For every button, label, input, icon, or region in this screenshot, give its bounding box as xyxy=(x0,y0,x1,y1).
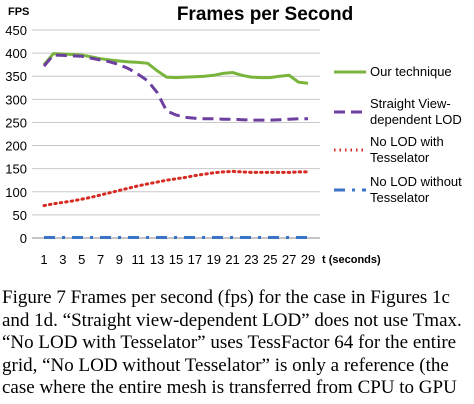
caption-line-2: and 1d. “Straight view-dependent LOD” do… xyxy=(2,309,462,331)
series-line-2 xyxy=(42,169,310,208)
legend-label: Our technique xyxy=(370,64,452,79)
series-line-1 xyxy=(42,53,308,122)
x-tick-label: 25 xyxy=(263,252,277,267)
x-tick-label: 17 xyxy=(188,252,202,267)
x-tick-label: 7 xyxy=(97,252,104,267)
chart-title: Frames per Second xyxy=(177,4,353,25)
y-tick-label: 350 xyxy=(5,69,27,84)
x-tick-label: 21 xyxy=(225,252,239,267)
data-series xyxy=(42,52,310,239)
legend: Our technique Straight View-dependent LOD… xyxy=(334,64,462,205)
x-tick-label: 19 xyxy=(206,252,220,267)
x-tick-label: 1 xyxy=(40,252,47,267)
caption-line-3: “No LOD with Tesselator” uses TessFactor… xyxy=(2,332,457,353)
x-tick-label: 11 xyxy=(132,252,146,267)
legend-label: No LOD without xyxy=(370,174,462,189)
x-tick-label: 23 xyxy=(244,252,258,267)
caption-line-5: case where the entire mesh is transferre… xyxy=(2,377,457,398)
x-tick-label: 9 xyxy=(116,252,123,267)
caption-line-1: Figure 7 Frames per second (fps) for the… xyxy=(2,287,450,308)
y-tick-label: 250 xyxy=(5,115,27,130)
x-tick-label: 5 xyxy=(78,252,85,267)
x-axis-label: t (seconds) xyxy=(322,254,381,266)
y-tick-labels: 0 50 100 150 200 250 300 350 400 450 xyxy=(5,23,27,246)
figure-caption: Figure 7 Frames per second (fps) for the… xyxy=(2,287,472,400)
x-tick-label: 13 xyxy=(150,252,164,267)
gridlines xyxy=(32,29,320,239)
x-tick-label: 29 xyxy=(301,252,315,267)
x-tick-label: 27 xyxy=(282,252,296,267)
legend-label: No LOD with xyxy=(370,134,444,149)
y-tick-label: 150 xyxy=(5,162,27,177)
x-tick-label: 3 xyxy=(59,252,66,267)
y-tick-label: 450 xyxy=(5,23,27,38)
y-tick-label: 400 xyxy=(5,46,27,61)
y-tick-label: 0 xyxy=(20,231,27,246)
fps-line-chart: Frames per Second FPS t (seconds) 0 50 100… xyxy=(5,4,462,267)
x-tick-labels: 1 3 5 7 9 11 13 15 17 19 21 23 25 27 29 xyxy=(40,252,315,267)
legend-label: Straight View- xyxy=(370,96,451,111)
y-axis-label: FPS xyxy=(8,6,29,18)
caption-line-4: grid, “No LOD without Tesselator” is onl… xyxy=(2,354,449,376)
legend-label: Tesselator xyxy=(370,150,430,165)
y-tick-label: 50 xyxy=(13,208,27,223)
series-line-0 xyxy=(42,52,309,85)
y-tick-label: 200 xyxy=(5,139,27,154)
legend-label: Tesselator xyxy=(370,190,430,205)
y-tick-label: 300 xyxy=(5,92,27,107)
x-tick-label: 15 xyxy=(169,252,183,267)
legend-label: dependent LOD xyxy=(370,112,462,127)
y-tick-label: 100 xyxy=(5,185,27,200)
